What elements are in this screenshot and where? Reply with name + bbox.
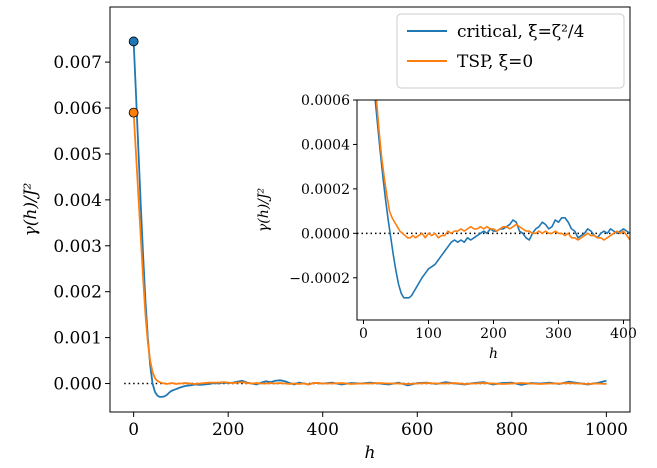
x-tick-label: 1000 <box>585 420 628 440</box>
legend-box <box>396 13 625 89</box>
x-tick-label: 800 <box>496 420 528 440</box>
x-tick-label: 0 <box>359 326 368 342</box>
legend: critical, ξ=ζ²/4 TSP, ξ=0 <box>396 13 625 89</box>
series-start-marker-1 <box>128 107 139 118</box>
y-axis-label: γ(h)/J² <box>256 187 272 232</box>
legend-label-0: critical, ξ=ζ²/4 <box>457 22 584 42</box>
y-tick-label: 0.005 <box>53 145 102 165</box>
x-axis-label: h <box>365 443 376 463</box>
x-tick-label: 600 <box>401 420 433 440</box>
series-line-1 <box>375 100 630 241</box>
x-tick-label: 100 <box>415 326 442 342</box>
x-axis-label: h <box>489 346 498 362</box>
x-tick-label: 300 <box>545 326 572 342</box>
legend-label-1: TSP, ξ=0 <box>457 52 533 72</box>
inset-background <box>357 100 630 320</box>
y-tick-label: 0.0002 <box>301 182 350 198</box>
y-axis-label: γ(h)/J² <box>21 182 41 236</box>
y-tick-label: 0.007 <box>53 53 102 73</box>
y-tick-label: 0.004 <box>53 191 102 211</box>
y-tick-label: 0.0006 <box>301 93 350 109</box>
y-tick-label: 0.006 <box>53 99 102 119</box>
y-tick-label: 0.000 <box>53 375 102 395</box>
y-tick-label: 0.002 <box>53 283 102 303</box>
x-tick-label: 400 <box>610 326 637 342</box>
series-line-1 <box>132 112 607 386</box>
x-tick-label: 200 <box>480 326 507 342</box>
x-tick-label: 200 <box>212 420 244 440</box>
inset-plot: 0 100 200 300 400 −0.0002 0.0000 0.0002 0.0004 0.… <box>256 93 637 362</box>
y-tick-label: 0.003 <box>53 237 102 257</box>
series-start-marker-0 <box>128 36 139 47</box>
x-tick-label: 400 <box>307 420 339 440</box>
y-tick-label: 0.0000 <box>301 226 350 242</box>
axes-frame <box>356 99 631 321</box>
y-tick-label: 0.001 <box>53 329 102 349</box>
x-tick-label: 0 <box>128 420 139 440</box>
y-tick-label: 0.0004 <box>301 137 350 153</box>
y-tick-label: −0.0002 <box>289 271 350 287</box>
